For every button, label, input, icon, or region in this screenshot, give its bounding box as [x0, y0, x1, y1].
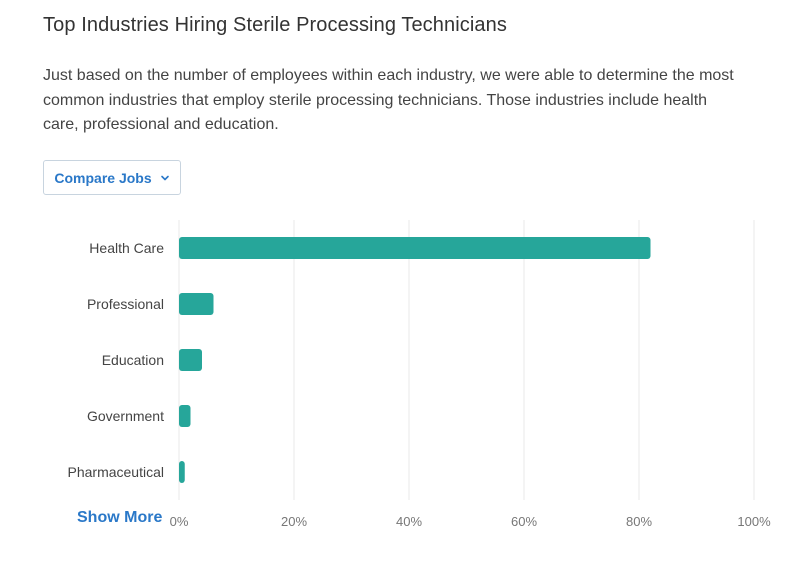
show-more-link[interactable]: Show More: [77, 509, 163, 526]
compare-jobs-button[interactable]: Compare Jobs: [43, 160, 181, 195]
compare-jobs-label: Compare Jobs: [54, 169, 152, 186]
industry-description: Just based on the number of employees wi…: [43, 67, 734, 133]
category-label: Professional: [87, 296, 164, 312]
page-title: Top Industries Hiring Sterile Processing…: [43, 14, 507, 36]
x-tick-label: 60%: [511, 514, 537, 529]
chevron-down-icon: [160, 175, 169, 180]
category-label: Health Care: [89, 240, 164, 256]
x-tick-label: 80%: [626, 514, 652, 529]
category-label: Government: [87, 408, 164, 424]
bar-pharmaceutical[interactable]: [179, 461, 185, 483]
bar-professional[interactable]: [179, 293, 214, 315]
category-label: Education: [102, 352, 164, 368]
x-tick-label: 20%: [281, 514, 307, 529]
x-tick-label: 100%: [737, 514, 771, 529]
x-tick-label: 40%: [396, 514, 422, 529]
bar-health-care[interactable]: [179, 237, 651, 259]
bar-education[interactable]: [179, 349, 202, 371]
bar-government[interactable]: [179, 405, 191, 427]
x-tick-label: 0%: [170, 514, 189, 529]
category-label: Pharmaceutical: [68, 464, 165, 480]
industry-bar-chart: 0% 20% 40% 60% 80% 100% Health Care Professiona…: [68, 220, 771, 529]
